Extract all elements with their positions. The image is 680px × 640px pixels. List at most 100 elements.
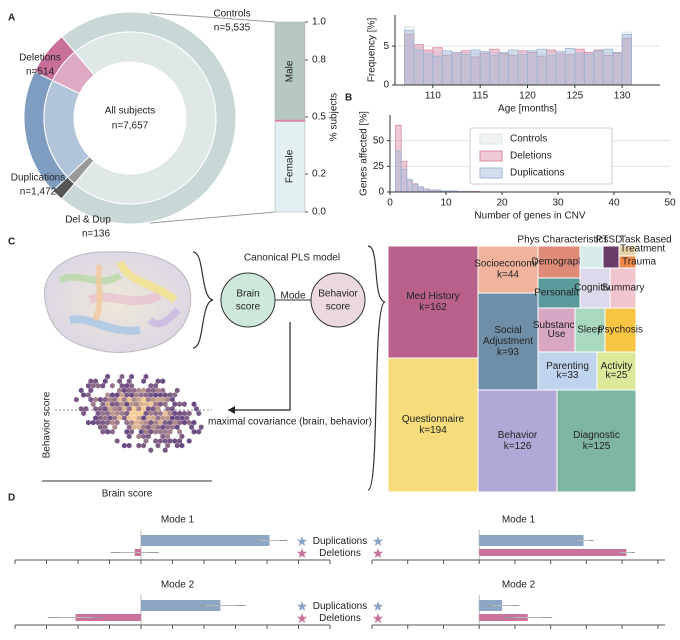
hex-cell: [174, 415, 180, 421]
treemap-label: Behavior: [498, 430, 538, 441]
treemap-label: Demograph.: [531, 257, 586, 268]
legend-swatch: [479, 150, 503, 162]
treemap-label: Personality: [534, 288, 583, 299]
hex-cell: [174, 387, 180, 394]
treemap-label: Diagnostic: [573, 430, 620, 441]
hex-cell: [102, 396, 108, 403]
hex-cell: [141, 406, 146, 412]
hex-cell: [90, 401, 96, 407]
treemap-label: Cognitive: [574, 283, 616, 294]
hex-cell: [110, 401, 115, 407]
histogram-bar: [470, 49, 481, 86]
histogram-bar: [489, 55, 500, 86]
hex-cell: [170, 396, 175, 403]
hex-cell: [162, 401, 168, 407]
x-tick-label: 20: [496, 198, 508, 209]
significance-star: [372, 548, 384, 558]
hex-cell: [186, 438, 192, 444]
hex-cell: [110, 429, 115, 435]
hex-cell: [148, 429, 154, 435]
treemap-label: Socioeconomic: [474, 259, 542, 270]
hex-cell: [162, 438, 168, 444]
hex-cell: [186, 410, 192, 417]
hex-cell: [105, 392, 110, 398]
behavior-score-node: [310, 272, 366, 328]
hex-cell: [88, 387, 94, 394]
center-title: All subjects: [105, 106, 156, 117]
x-tick-label: 40: [608, 198, 620, 209]
panel-label: D: [8, 493, 15, 504]
hex-cell: [167, 392, 173, 398]
hex-cell: [143, 401, 149, 407]
histogram-bar: [583, 54, 595, 86]
histogram-bar: [574, 53, 585, 86]
treemap-cell: [579, 245, 604, 269]
hex-cell: [138, 429, 144, 435]
bar: [141, 600, 221, 611]
treemap-label: Task Based: [620, 235, 672, 246]
treemap-label: Summary: [602, 283, 645, 294]
treemap-count: k=44: [497, 270, 519, 281]
scatter-y-label: Behavior score: [42, 391, 53, 458]
y-tick-label: 25: [373, 161, 385, 172]
hex-cell: [153, 383, 158, 389]
hex-cell: [146, 406, 151, 412]
hex-cell: [177, 401, 182, 407]
hex-cell: [93, 396, 98, 403]
hex-cell: [194, 406, 199, 412]
hex-cell: [167, 438, 173, 444]
hex-cell: [198, 424, 204, 430]
hex-cell: [74, 396, 79, 403]
histogram-bar: [451, 51, 462, 86]
hex-cell: [155, 415, 161, 421]
histogram-bar: [536, 48, 547, 86]
hex-cell: [165, 406, 170, 412]
hex-cell: [165, 433, 170, 440]
hex-cell: [93, 415, 98, 421]
hex-cell: [191, 401, 197, 407]
hex-cell: [126, 396, 132, 403]
hex-cell: [136, 433, 142, 440]
histogram-bar: [441, 50, 453, 86]
brain-score-node: [220, 272, 276, 328]
hex-cell: [158, 392, 163, 398]
hex-cell: [98, 424, 103, 430]
hex-cell: [88, 378, 94, 384]
hex-cell: [138, 410, 144, 417]
hex-cell: [136, 396, 142, 403]
histogram-bar: [508, 49, 519, 86]
x-tick-label: 125: [566, 91, 583, 102]
hex-cell: [122, 387, 127, 394]
category-label: Deletions: [319, 548, 361, 559]
hex-cell: [179, 442, 185, 449]
slice-label: Duplications: [11, 173, 65, 184]
hex-cell: [141, 424, 146, 430]
treemap-cell: [602, 245, 620, 269]
treemap-cell: [596, 351, 637, 391]
histogram-bar: [404, 30, 415, 86]
hex-cell: [167, 429, 173, 435]
histogram-bar: [546, 55, 557, 86]
hex-cell: [129, 383, 134, 389]
donut-slice-inner: [51, 51, 95, 95]
treemap-label: Parenting: [546, 361, 589, 372]
brace: [192, 251, 214, 349]
brace: [367, 245, 386, 491]
treemap-label: Trauma: [622, 257, 657, 268]
hex-cell: [136, 442, 142, 449]
hex-cell: [141, 378, 146, 384]
hex-cell: [174, 442, 180, 449]
hex-cell: [126, 424, 132, 430]
panel-title: Mode 1: [161, 515, 195, 526]
treemap-cell: [537, 307, 576, 353]
treemap-label: Psychosis: [598, 325, 643, 336]
hex-cell: [124, 392, 130, 398]
hex-cell: [146, 415, 151, 421]
hex-cell: [102, 415, 108, 421]
node-label: score: [236, 302, 261, 313]
connector: [149, 12, 276, 23]
hex-cell: [165, 442, 170, 449]
hex-cell: [172, 392, 178, 398]
slice-label: Del & Dup: [65, 215, 111, 226]
hex-cell: [93, 378, 98, 384]
